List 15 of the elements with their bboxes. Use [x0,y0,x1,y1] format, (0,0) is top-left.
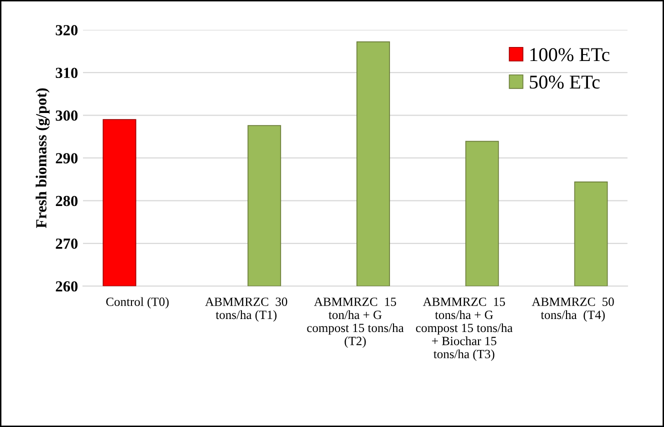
legend-label: 50% ETc [530,76,600,89]
y-tick-label: 260 [56,281,78,292]
x-tick-label: ABMMRZC 15 ton/ha + G compost 15 tons/ha (T2) [307,298,404,348]
y-tick-label: 300 [56,110,78,121]
y-axis-title: Fresh biomass (g/pot) [36,88,50,228]
y-tick-label: 290 [56,153,78,164]
x-tick-label: ABMMRZC 15 tons/ha + G compost 15 tons/ha + Biochar 15 tons/ha (T3) [416,298,513,361]
y-tick-label: 310 [56,68,78,78]
x-tick-label: ABMMRZC 50 tons/ha (T4) [532,298,614,322]
y-tick-label: 320 [56,25,78,36]
x-tick-label: ABMMRZC 30 tons/ha (T1) [205,298,288,322]
x-tick-label: Control (T0) [106,297,169,309]
y-tick-label: 270 [56,238,78,249]
legend-label: 100% ETc [530,48,610,62]
y-tick-label: 280 [56,196,78,206]
